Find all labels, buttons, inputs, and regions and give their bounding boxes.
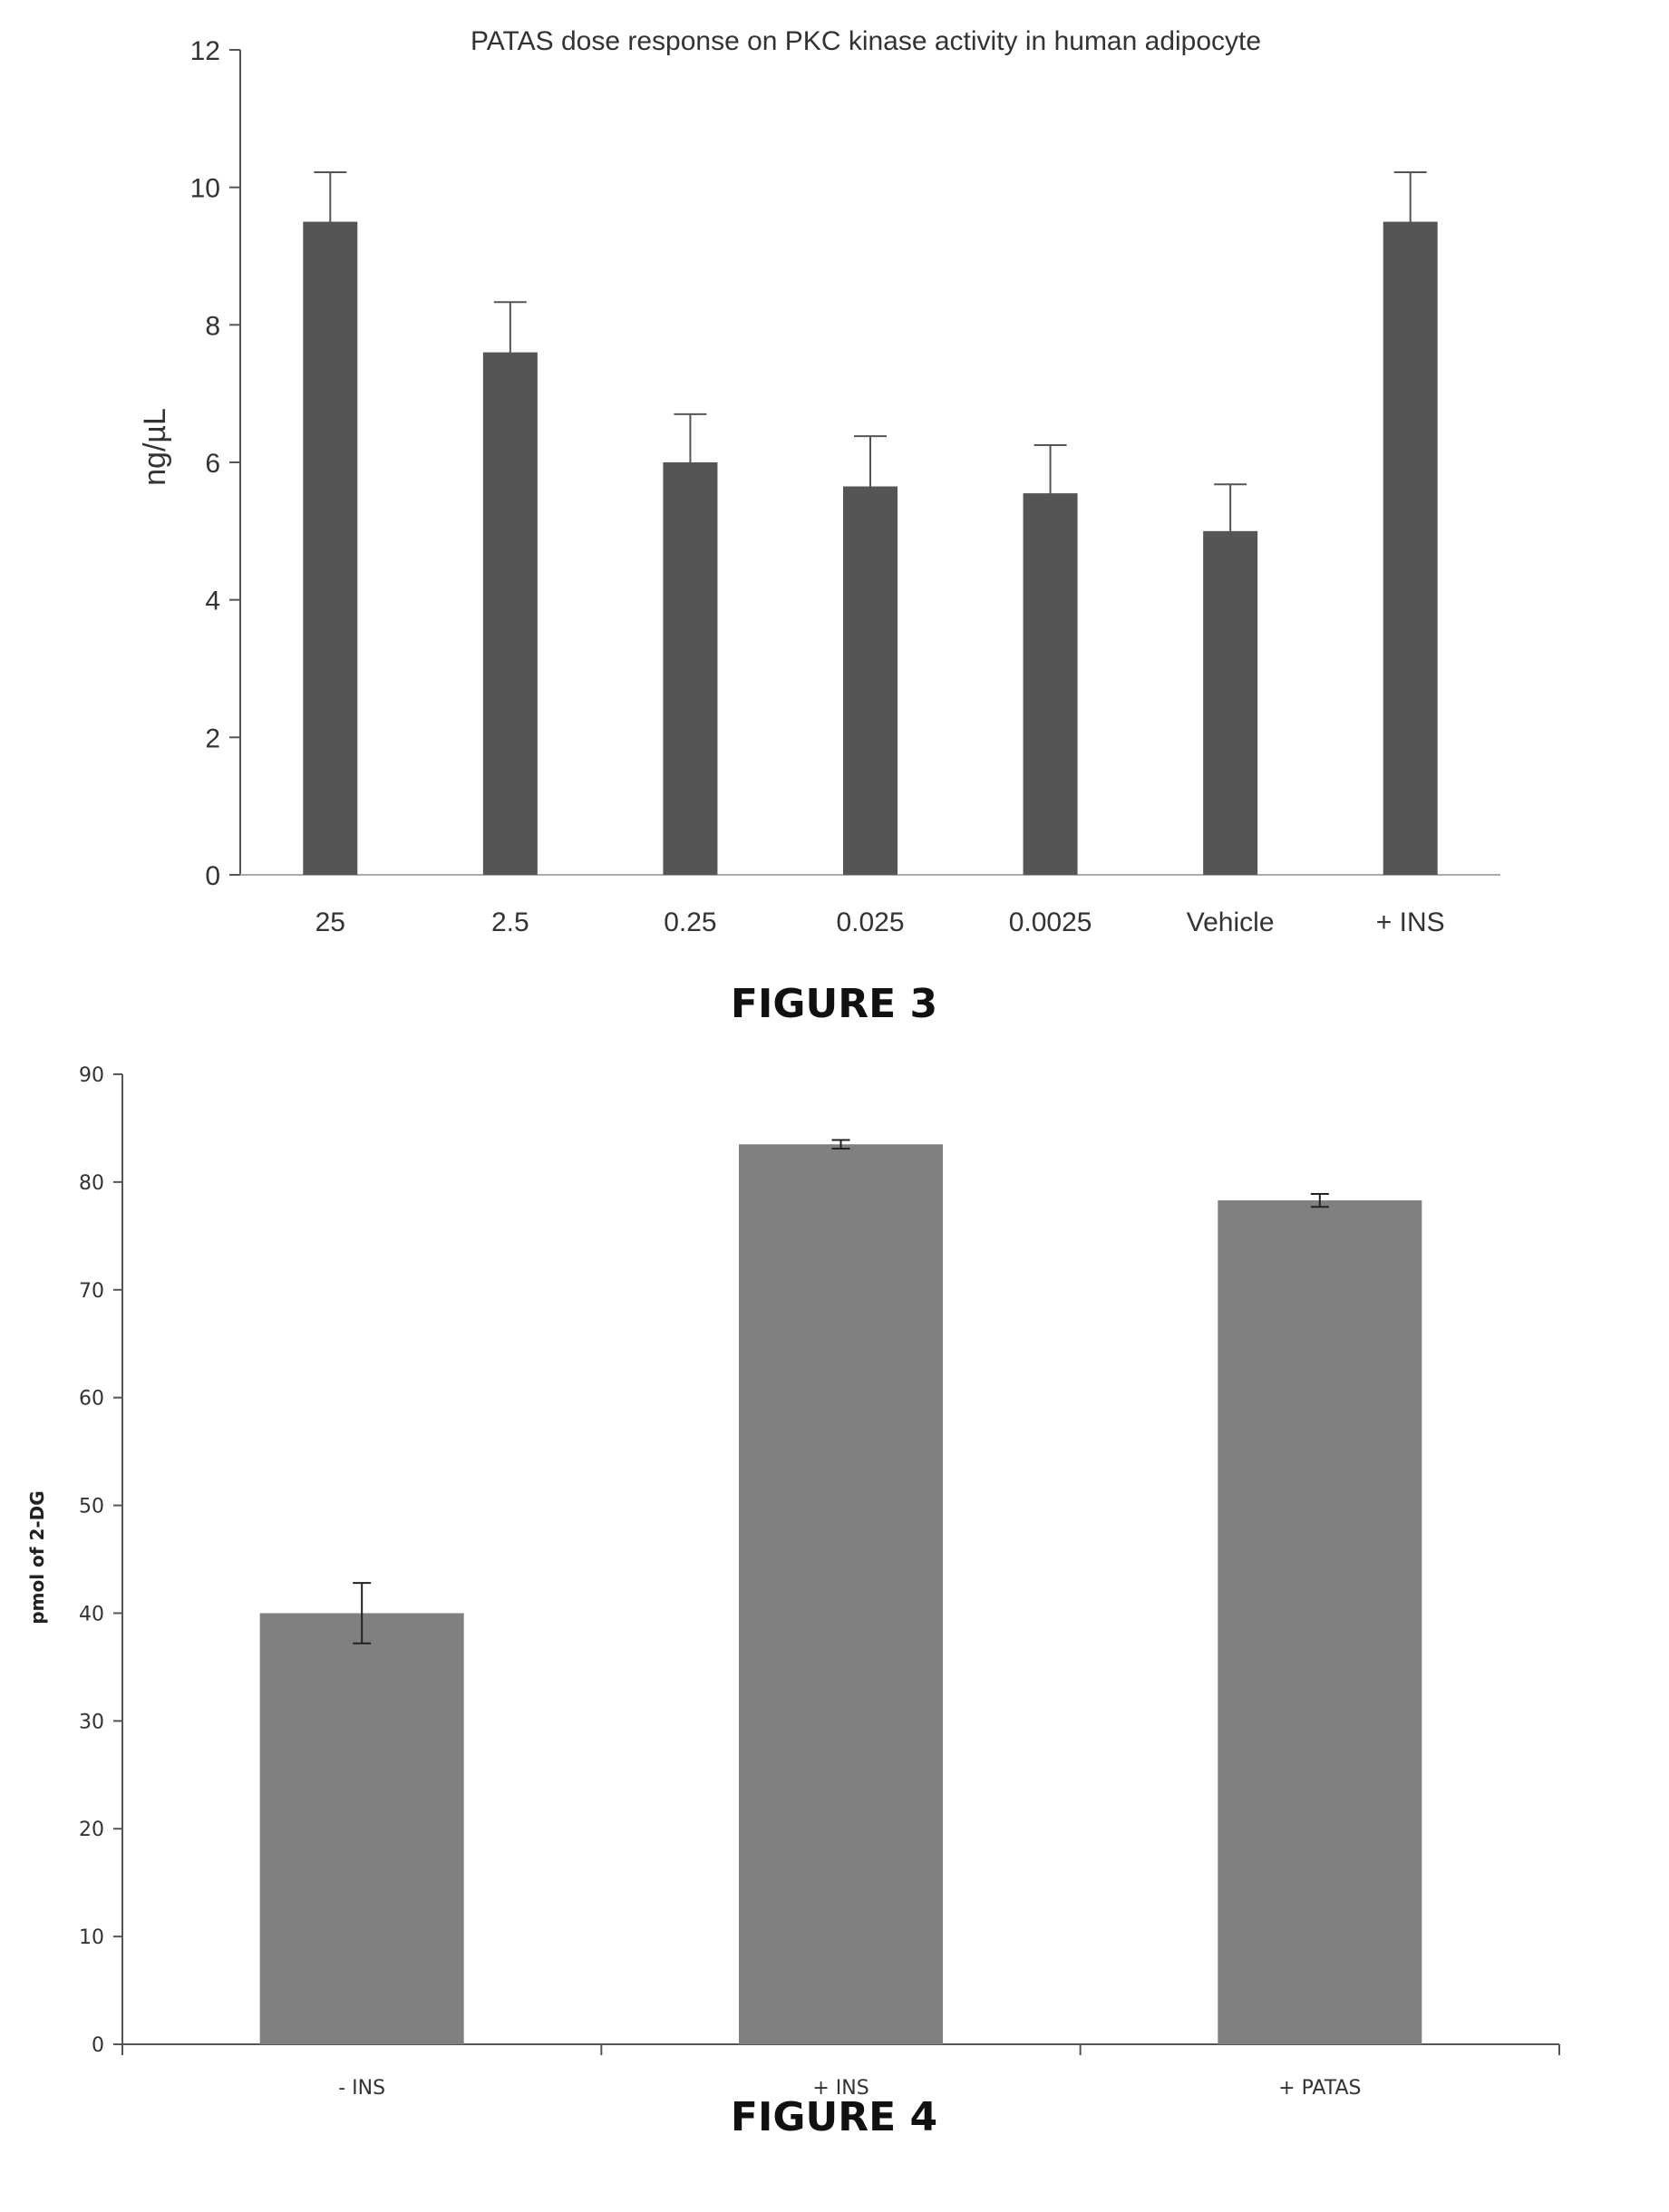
figure-3-category-label: 0.25 [664,907,716,937]
figure-3-y-axis-label: ng/µL [138,408,172,486]
figure-4-y-tick-label: 70 [79,1280,104,1303]
figure-4-y-tick-label: 90 [79,1064,104,1087]
figure-4-category-label: - INS [338,2077,385,2100]
figure-3-category-label: + INS [1376,907,1445,937]
figure-4-y-tick-label: 60 [79,1388,104,1411]
figure-3-bar [303,221,358,876]
figure-3-title: PATAS dose response on PKC kinase activi… [471,26,1261,56]
figure-4-y-tick-label: 50 [79,1496,104,1518]
figure-4-y-tick-label: 80 [79,1172,104,1195]
figure-4-y-tick-label: 40 [79,1603,104,1625]
figure-4-category-label: + PATAS [1278,2077,1361,2100]
figure-3-category-label: 0.025 [836,907,904,937]
figure-3-bar [1383,221,1438,876]
figure-3-y-tick-label: 0 [205,861,220,891]
figure-3-y-tick-label: 6 [205,449,220,479]
figure-4-y-tick-label: 20 [79,1819,104,1841]
figure-3-y-tick-label: 10 [190,174,220,204]
figure-3-chart: PATAS dose response on PKC kinase activi… [138,26,1500,937]
figure-4-bar [1218,1200,1422,2044]
figure-3-caption: FIGURE 3 [730,981,938,1027]
figure-4-y-tick-label: 30 [79,1711,104,1733]
figure-3-y-tick-label: 8 [205,311,220,341]
figure-4-y-tick-label: 10 [79,1926,104,1949]
figure-3-bar [663,462,718,875]
figure-3-marks: 0 2 4 6 8 10 12 25 2.5 0.25 0.025 0.0025 Vehicle + IN… [190,36,1500,937]
figure-4-chart: pmol of 2-DG 0 10 20 30 40 50 60 70 80 90 - INS + I… [26,1064,1560,2100]
figure-4-category-label: + INS [812,2077,868,2100]
figure-3-category-label: 25 [315,907,345,937]
figure-3-category-label: Vehicle [1187,907,1275,937]
figure-3-category-label: 0.0025 [1009,907,1092,937]
figure-4-caption: FIGURE 4 [730,2094,938,2140]
figure-3-bar [482,352,538,876]
figure-3-bar [1203,530,1258,875]
figure-3-bar [1023,493,1078,875]
figure-3-y-tick-label: 4 [205,587,220,616]
figure-4-bar [739,1144,943,2044]
figure-4-bar [259,1613,464,2044]
figure-3-category-label: 2.5 [491,907,529,937]
figure-4-y-axis-label: pmol of 2-DG [26,1490,48,1624]
figure-4-marks: 0 10 20 30 40 50 60 70 80 90 - INS + INS + PATAS [79,1064,1560,2100]
figure-4-y-tick-label: 0 [92,2034,104,2057]
figure-3-y-tick-label: 2 [205,723,220,753]
figure-3-y-tick-label: 12 [190,36,220,66]
figure-3-bar [843,486,898,875]
